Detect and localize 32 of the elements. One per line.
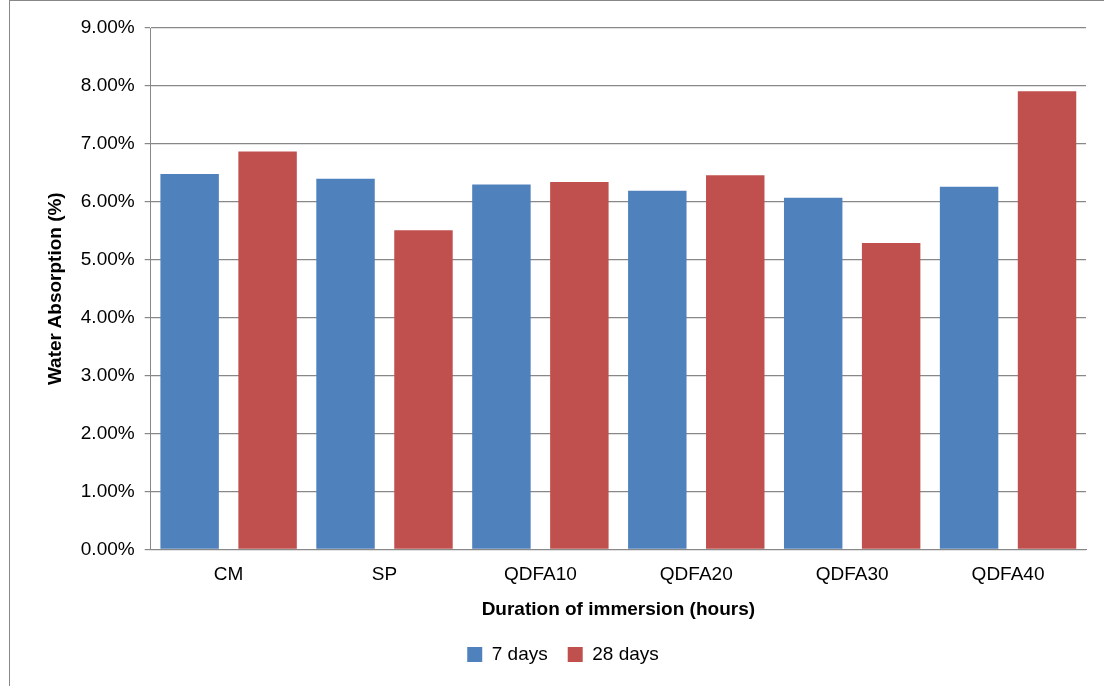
x-tick-label: SP [371,563,398,585]
x-tick-label: QDFA10 [503,563,577,585]
bar [861,242,921,549]
y-tick-label: 5.00% [80,247,135,269]
y-tick-label: 7.00% [80,132,135,154]
bar [628,190,687,549]
x-tick-label: QDFA40 [971,563,1045,585]
y-tick-label: 6.00% [80,190,135,212]
y-axis-title: Water Absorption (%) [43,192,65,386]
x-tick-label: QDFA30 [815,563,889,585]
legend-label: 7 days [491,642,548,664]
y-tick-label: 0.00% [80,537,135,559]
bar [939,186,999,549]
y-tick-label: 2.00% [80,421,135,443]
bar [550,182,609,549]
bar [316,178,375,549]
bar [472,184,531,549]
bar [160,173,219,549]
y-tick-label: 3.00% [80,363,135,385]
bar [238,151,297,549]
bar [394,230,453,549]
bar [1017,91,1077,549]
x-axis-title: Duration of immersion (hours) [481,597,756,619]
y-tick-label: 1.00% [80,479,135,501]
x-tick-label: QDFA20 [659,563,733,585]
y-tick-label: 4.00% [80,305,135,327]
y-tick-label: 9.00% [80,16,135,38]
legend-label: 28 days [592,642,659,664]
bar [706,175,765,549]
y-tick-label: 8.00% [80,74,135,96]
x-tick-label: CM [213,563,244,585]
bar [783,197,843,549]
